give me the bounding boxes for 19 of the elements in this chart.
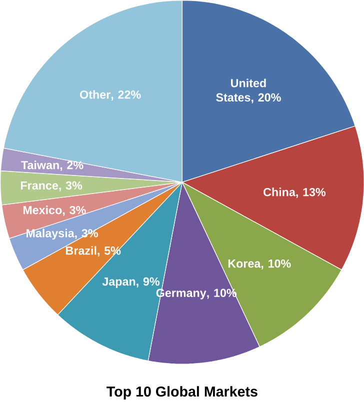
data-label: , 3%: [74, 229, 98, 240]
data-label: , 13%: [296, 188, 326, 198]
slice-label: Japan: [102, 278, 135, 288]
slice-label: Taiwan: [20, 160, 59, 170]
slice-label: France: [20, 181, 58, 190]
slice-label: China: [263, 188, 296, 196]
slice-label: Mexico: [23, 206, 62, 214]
slice-label: Korea: [228, 260, 261, 268]
data-label: , 20%: [251, 93, 281, 104]
data-label: , 9%: [136, 277, 160, 288]
data-label: , 3%: [59, 181, 82, 192]
data-label: , 3%: [62, 206, 86, 216]
slice-label: Brazil: [66, 246, 96, 255]
data-label: , 2%: [60, 160, 84, 171]
slice-label: Other: [80, 90, 110, 99]
text: Top 10 Global Markets: [106, 386, 258, 400]
data-label: , 22%: [111, 90, 141, 100]
data-label: , 10%: [261, 259, 291, 270]
slice-label: Malaysia: [26, 228, 74, 240]
